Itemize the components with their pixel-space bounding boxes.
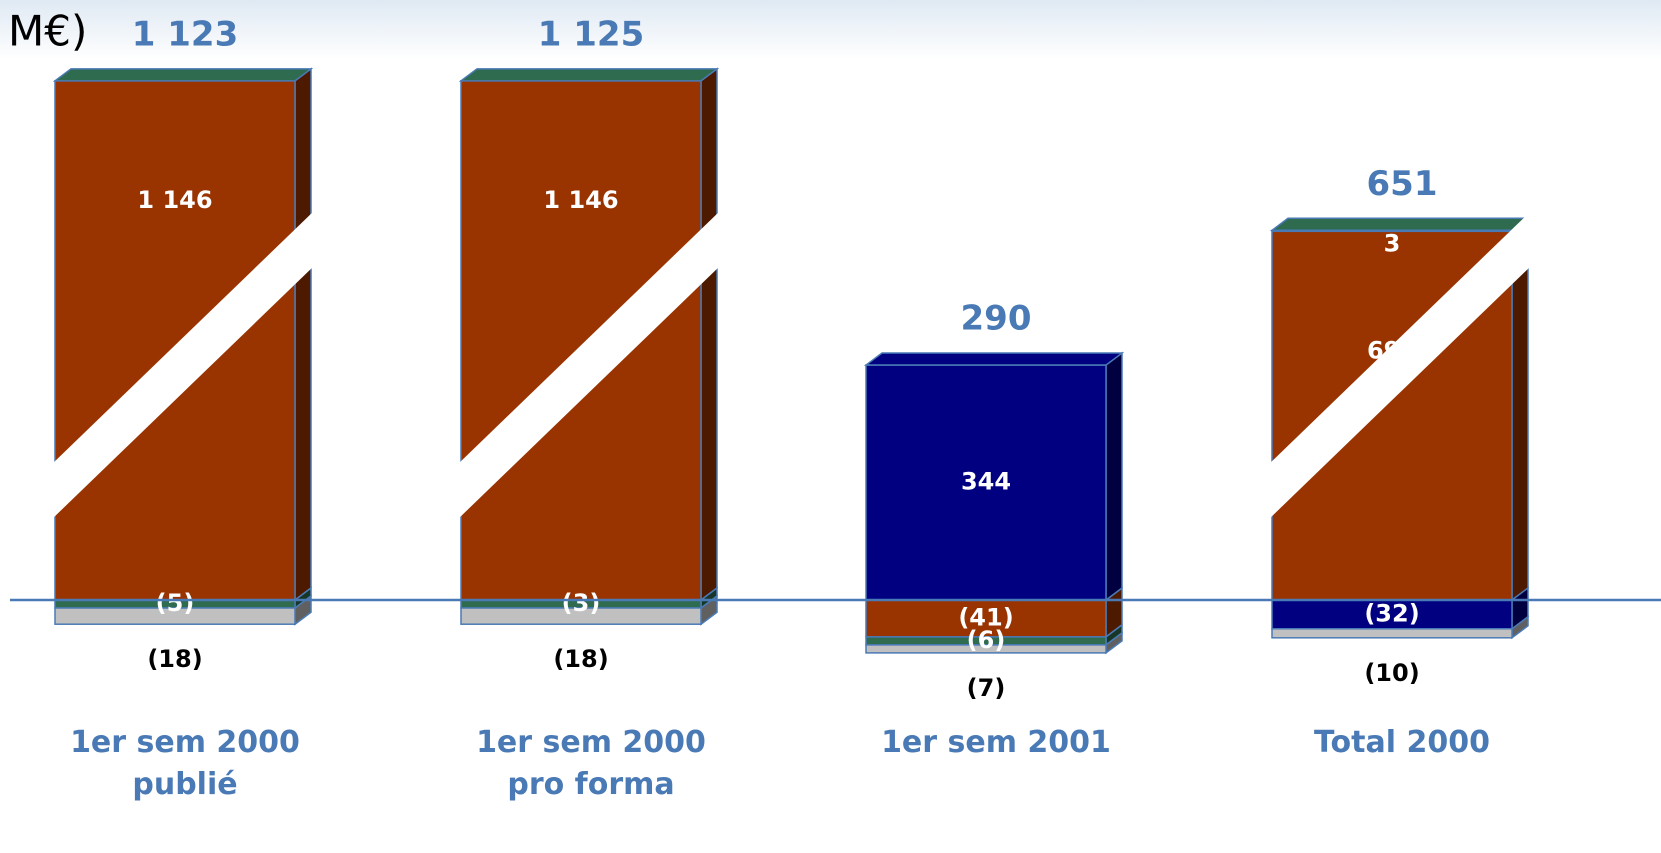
value-label: (10): [1364, 659, 1419, 687]
value-label: 344: [961, 468, 1011, 496]
value-label: 3: [1384, 229, 1401, 257]
bar-side: [1105, 351, 1123, 602]
axis-break: [1268, 210, 1532, 520]
value-label: (7): [967, 674, 1006, 702]
category-label: Total 2000: [1314, 725, 1490, 760]
value-label: (18): [147, 645, 202, 673]
bar-side: [294, 67, 312, 602]
category-label: 1er sem 2000 pro forma: [476, 725, 706, 802]
value-label: 690: [1367, 336, 1417, 364]
bar-segment: [460, 80, 702, 601]
value-label: 1 146: [543, 186, 618, 214]
value-label: (3): [562, 589, 601, 617]
bar-top: [52, 68, 314, 82]
value-label: 1 146: [137, 186, 212, 214]
bar-segment: [865, 364, 1107, 601]
bar-segment: [460, 607, 702, 625]
total-label: 1 125: [538, 14, 644, 54]
total-label: 1 123: [132, 14, 238, 54]
bar-segment: [865, 644, 1107, 654]
bar-side: [700, 67, 718, 602]
bar-top: [458, 68, 720, 82]
category-label: 1er sem 2000 publié: [70, 725, 300, 802]
bar-segment: [1271, 599, 1513, 630]
value-label: (41): [958, 603, 1013, 631]
value-label: (18): [553, 645, 608, 673]
value-label: (5): [156, 589, 195, 617]
axis-break: [51, 210, 315, 520]
bar-segment: [54, 80, 296, 601]
chart-title: M€): [8, 7, 87, 56]
total-label: 651: [1367, 164, 1438, 204]
bar-segment: [54, 607, 296, 625]
total-label: 290: [961, 299, 1032, 339]
category-label: 1er sem 2001: [881, 725, 1111, 760]
bar-segment: [1271, 628, 1513, 639]
value-label: (32): [1364, 599, 1419, 627]
value-label: (6): [967, 626, 1006, 654]
axis-break: [457, 210, 721, 520]
bar-top: [863, 352, 1125, 366]
